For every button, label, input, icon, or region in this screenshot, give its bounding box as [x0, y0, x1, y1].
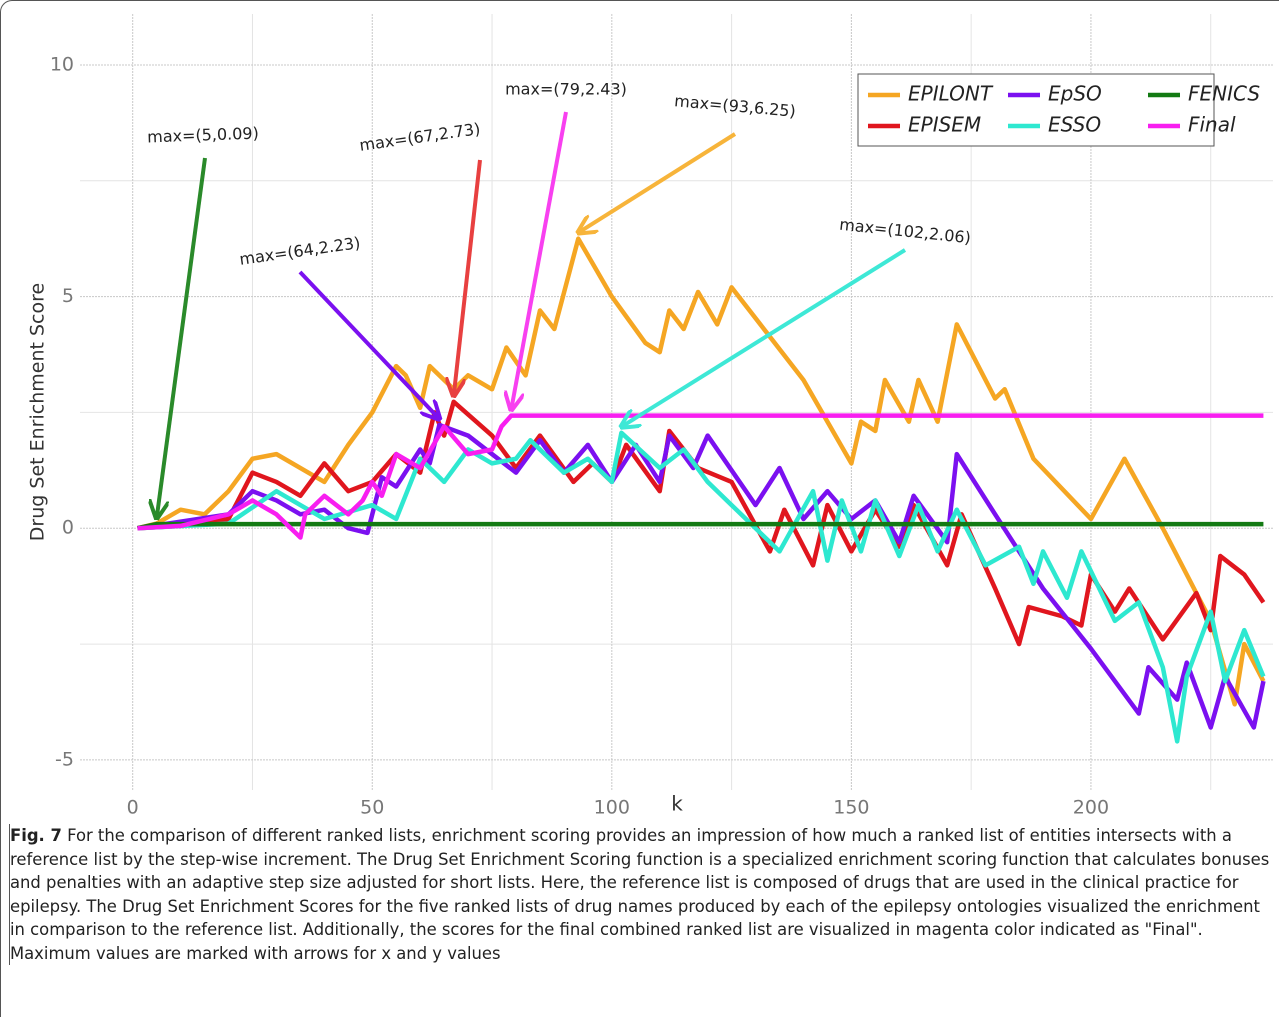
caption-text: For the comparison of different ranked l…: [10, 826, 1270, 963]
caption: Fig. 7 For the comparison of different r…: [9, 824, 1278, 965]
y-tick-label: 0: [62, 517, 74, 539]
y-tick-label: -5: [55, 748, 74, 770]
x-axis-title: k: [671, 792, 683, 816]
x-tick-label: 0: [127, 797, 139, 816]
x-tick-label: 50: [360, 797, 384, 816]
legend-label: EPISEM: [908, 113, 981, 137]
legend-label: ESSO: [1048, 113, 1101, 137]
y-axis-title: Drug Set Enrichment Score: [27, 283, 49, 541]
legend-label: EPILONT: [908, 82, 994, 106]
legend-box: [857, 73, 1215, 147]
legend-label: Final: [1188, 113, 1236, 137]
annotation-arrow: [157, 157, 207, 518]
annotation-label: max=(64,2.23): [238, 233, 361, 269]
series-line: [137, 521, 1264, 531]
x-tick-label: 200: [1073, 797, 1109, 816]
annotation-arrow: [298, 270, 439, 419]
annotation-label: max=(79,2.43): [505, 80, 627, 99]
annotation-arrow: [511, 111, 568, 410]
annotation-arrow: [454, 159, 482, 396]
annotation-label: max=(67,2.73): [358, 119, 481, 155]
caption-label: Fig. 7: [10, 826, 62, 845]
chart: k Drug Set Enrichment Score 0 50 100 150 200…: [27, 14, 1273, 816]
y-tick-label: 5: [62, 285, 74, 307]
annotation-label: max=(5,0.09): [147, 124, 259, 147]
series-line: [137, 430, 1266, 744]
x-tick-label: 150: [833, 797, 869, 816]
annotation-label: max=(102,2.06): [838, 215, 971, 248]
x-tick-label: 100: [594, 797, 630, 816]
series-line: [137, 413, 1264, 540]
annotation-label: max=(93,6.25): [674, 91, 797, 121]
y-tick-label: 10: [50, 53, 74, 75]
legend-label: FENICS: [1188, 82, 1260, 106]
legend-label: EpSO: [1048, 82, 1102, 106]
annotation-arrow: [621, 248, 907, 427]
series-line: [136, 236, 1266, 707]
series-line: [137, 422, 1266, 730]
annotation-arrow: [578, 132, 737, 233]
